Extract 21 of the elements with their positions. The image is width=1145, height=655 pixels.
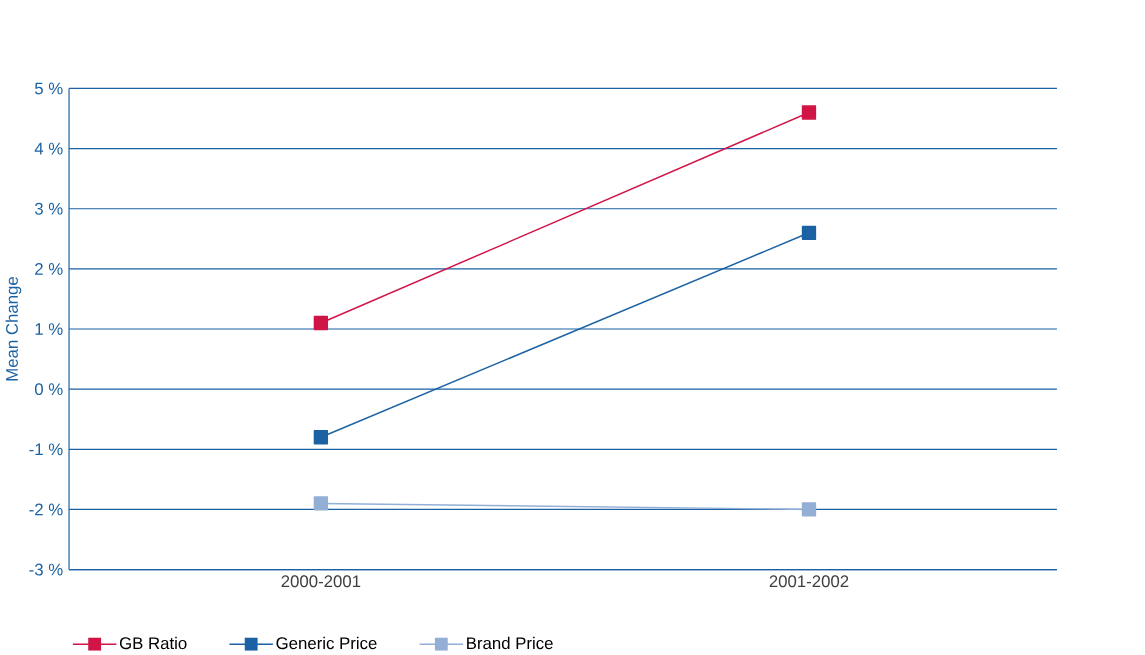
legend-label: Brand Price bbox=[467, 636, 553, 649]
y-tick-label: -3 % bbox=[29, 563, 63, 576]
legend-label: GB Ratio bbox=[119, 636, 187, 649]
y-tick-label: 2 % bbox=[35, 262, 63, 275]
point bbox=[801, 105, 817, 120]
y-tick-label: 1 % bbox=[35, 322, 63, 335]
point bbox=[313, 496, 329, 511]
y-tick-label: -2 % bbox=[29, 503, 63, 516]
x-tick-label: 2000-2001 bbox=[281, 575, 361, 588]
point bbox=[313, 429, 329, 445]
point bbox=[801, 502, 817, 517]
x-tick-label: 2001-2002 bbox=[769, 575, 849, 588]
y-tick-label: 5 % bbox=[34, 82, 63, 95]
y-axis-title: Mean Change bbox=[5, 276, 22, 381]
legend-label: Generic Price bbox=[276, 636, 377, 649]
point bbox=[313, 315, 329, 330]
y-tick-label: 0 % bbox=[34, 383, 63, 395]
point bbox=[801, 225, 817, 240]
y-tick-label: 3 % bbox=[34, 202, 63, 215]
y-tick-label: -1 % bbox=[29, 443, 63, 455]
y-tick-label: 4 % bbox=[34, 142, 63, 155]
